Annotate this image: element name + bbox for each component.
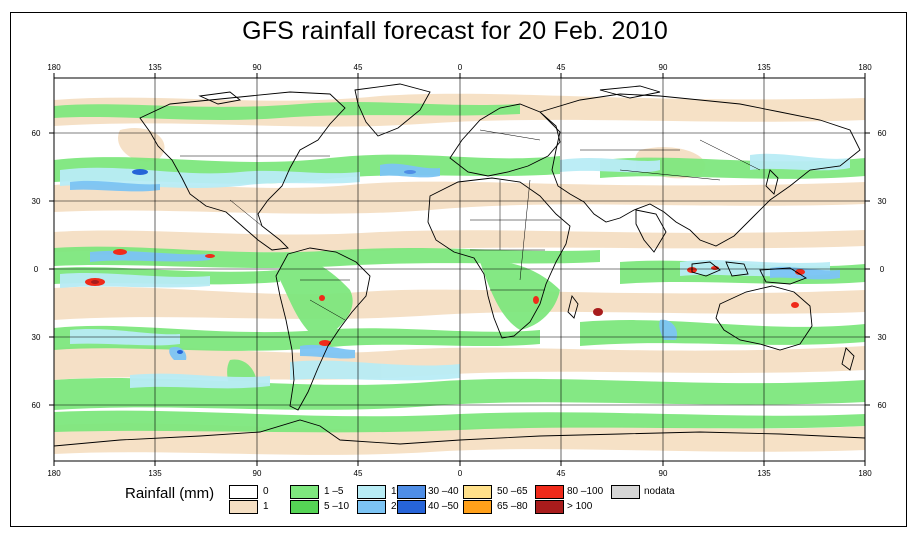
map-title: GFS rainfall forecast for 20 Feb. 2010 <box>242 17 668 45</box>
lon-label-top: 180 <box>858 63 872 72</box>
legend-title: Rainfall (mm) <box>125 485 215 502</box>
lon-label-top: 135 <box>757 63 771 72</box>
graticule <box>54 78 865 461</box>
legend-label: 0 <box>263 486 269 497</box>
lon-label-bottom: 90 <box>253 469 262 478</box>
lon-label-bottom: 90 <box>659 469 668 478</box>
lat-label-right: 0 <box>880 265 885 274</box>
lat-label-left: 0 <box>34 265 39 274</box>
lat-label-right: 60 <box>878 401 887 410</box>
lat-label-right: 60 <box>878 129 887 138</box>
lon-label-bottom: 180 <box>858 469 872 478</box>
lon-label-bottom: 0 <box>458 469 463 478</box>
coastlines <box>54 83 865 447</box>
legend-swatch <box>463 485 492 499</box>
lon-label-top: 135 <box>148 63 162 72</box>
legend-swatch <box>290 485 319 499</box>
lon-label-top: 90 <box>659 63 668 72</box>
country-borders <box>180 129 761 321</box>
lon-label-top: 0 <box>458 63 463 72</box>
legend-swatch <box>611 485 640 499</box>
legend-swatch <box>357 500 386 514</box>
legend-swatch <box>463 500 492 514</box>
legend-label: 1 –5 <box>324 486 344 497</box>
legend-label: 5 –10 <box>324 501 350 512</box>
legend-swatch <box>535 500 564 514</box>
lon-label-top: 180 <box>47 63 61 72</box>
lat-label-left: 60 <box>32 401 41 410</box>
lon-label-top: 45 <box>354 63 363 72</box>
lon-label-bottom: 180 <box>47 469 61 478</box>
lon-label-top: 45 <box>557 63 566 72</box>
legend-swatch <box>229 500 258 514</box>
legend-label: 40 –50 <box>428 501 459 512</box>
lon-label-top: 90 <box>253 63 262 72</box>
rain-layer-heavy <box>85 169 805 354</box>
legend-label: 30 –40 <box>428 486 459 497</box>
lat-label-right: 30 <box>878 197 887 206</box>
legend-label: 65 –80 <box>497 501 528 512</box>
legend-label: nodata <box>644 486 675 497</box>
legend-swatch <box>290 500 319 514</box>
lat-label-left: 30 <box>32 197 41 206</box>
lon-label-bottom: 45 <box>557 469 566 478</box>
legend-swatch <box>397 500 426 514</box>
lat-label-left: 30 <box>32 333 41 342</box>
legend-label: 50 –65 <box>497 486 528 497</box>
lon-label-bottom: 45 <box>354 469 363 478</box>
lat-label-right: 30 <box>878 333 887 342</box>
lon-label-bottom: 135 <box>148 469 162 478</box>
legend-label: 1 <box>263 501 269 512</box>
lat-label-left: 60 <box>32 129 41 138</box>
axis-ticks <box>49 73 870 466</box>
legend-swatch <box>357 485 386 499</box>
legend-label: 80 –100 <box>567 486 604 497</box>
legend-swatch <box>397 485 426 499</box>
lon-label-bottom: 135 <box>757 469 771 478</box>
legend-swatch <box>229 485 258 499</box>
legend-label: > 100 <box>567 501 593 512</box>
legend-swatch <box>535 485 564 499</box>
figure-frame <box>10 12 907 527</box>
